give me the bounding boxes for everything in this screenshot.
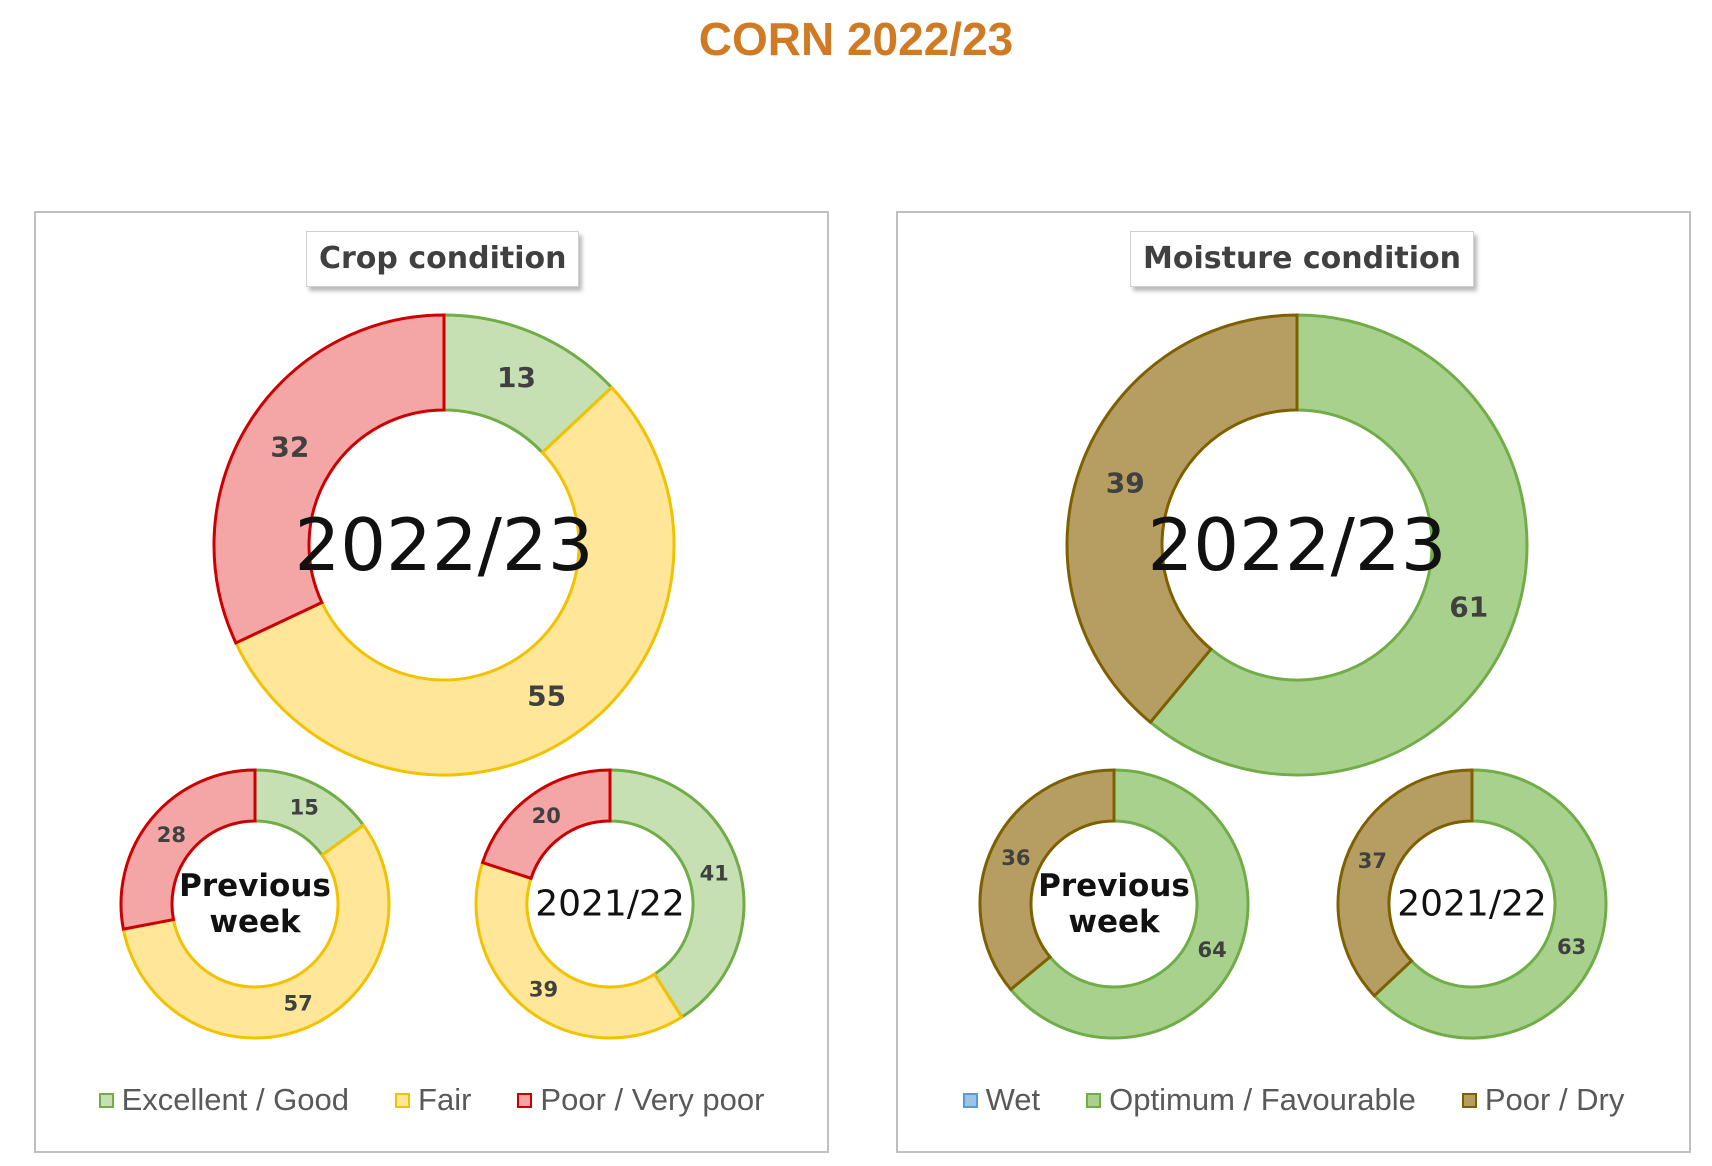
main-title: CORN 2022/23 bbox=[698, 13, 1014, 65]
donut-center-label-2021-22: 2021/22 bbox=[1397, 884, 1547, 925]
legend-item-optimum-favourable: Optimum / Favourable bbox=[1086, 1082, 1416, 1118]
moisture-condition-title: Moisture condition bbox=[1130, 231, 1474, 287]
moisture-condition-panel: -61392022/23-6436Previousweek-63372021/2… bbox=[896, 211, 1691, 1153]
moisture-condition-chart: -61392022/23-6436Previousweek-63372021/2… bbox=[978, 313, 1608, 1040]
donut-slice-2022-23-poor-dry bbox=[1065, 313, 1299, 725]
donut-label-2022-23-optimum-favourable: 61 bbox=[1449, 590, 1488, 623]
legend-swatch-fair bbox=[395, 1092, 411, 1108]
crop-condition-legend: Excellent / Good Fair Poor / Very poor bbox=[36, 1082, 827, 1118]
donut-slice-previous-week-poor-very-poor bbox=[119, 768, 257, 931]
donut-label-2022-23-excellent-good: 13 bbox=[497, 361, 536, 394]
donut-center-label-2022-23: 2022/23 bbox=[1147, 503, 1446, 587]
legend-label: Fair bbox=[418, 1082, 472, 1117]
donut-slice-2022-23-poor-very-poor bbox=[212, 313, 446, 645]
donut-slice-previous-week-optimum-favourable bbox=[1008, 768, 1250, 1040]
legend-item-poor-very-poor: Poor / Very poor bbox=[517, 1082, 764, 1118]
crop-condition-chart: 13 55 32 2022/23 15 57 28 Previous week 41 39 20 202… bbox=[119, 313, 746, 1040]
legend-label: Poor / Very poor bbox=[540, 1082, 765, 1117]
legend-swatch-poor-dry bbox=[1461, 1092, 1477, 1108]
donut-slice-2021-22-poor-very-poor bbox=[480, 768, 612, 881]
donut-label-previous-week-optimum-favourable: 64 bbox=[1198, 938, 1227, 962]
legend-swatch-wet bbox=[962, 1092, 978, 1108]
legend-label: Poor / Dry bbox=[1484, 1082, 1625, 1117]
donut-label-previous-week-fair: 57 bbox=[283, 992, 312, 1016]
legend-item-fair: Fair bbox=[395, 1082, 471, 1118]
donut-slice-previous-week-fair bbox=[121, 823, 391, 1040]
donut-label-2022-23-poor-dry: 39 bbox=[1106, 467, 1145, 500]
legend-swatch-poor-very-poor bbox=[517, 1092, 533, 1108]
donut-label-2021-22-optimum-favourable: 63 bbox=[1557, 935, 1586, 959]
legend-label: Optimum / Favourable bbox=[1109, 1082, 1416, 1117]
donut-slice-2021-22-fair bbox=[474, 860, 684, 1040]
donut-label-previous-week-excellent-good: 15 bbox=[290, 795, 319, 819]
donut-label-previous-week-poor-very-poor: 28 bbox=[157, 823, 186, 847]
legend-item-excellent-good: Excellent / Good bbox=[98, 1082, 350, 1118]
crop-condition-title: Crop condition bbox=[306, 231, 580, 287]
legend-label: Wet bbox=[985, 1082, 1041, 1117]
donut-label-2022-23-poor-very-poor: 32 bbox=[270, 431, 309, 464]
donut-slice-previous-week-poor-dry bbox=[978, 768, 1116, 992]
donut-slice-2021-22-optimum-favourable bbox=[1372, 768, 1608, 1040]
legend-swatch-excellent-good bbox=[98, 1092, 114, 1108]
donut-label-2021-22-poor-dry: 37 bbox=[1358, 849, 1387, 873]
donut-label-2021-22-excellent-good: 41 bbox=[700, 862, 729, 886]
donut-center-label-2022-23: 2022/23 bbox=[294, 503, 593, 587]
donut-center-label-previous-week: Previous week bbox=[179, 868, 331, 940]
donut-slice-2022-23-fair bbox=[233, 385, 676, 777]
legend-item-wet: Wet bbox=[962, 1082, 1041, 1118]
donut-label-2021-22-fair: 39 bbox=[529, 978, 558, 1002]
legend-label: Excellent / Good bbox=[121, 1082, 350, 1117]
donut-label-2021-22-poor-very-poor: 20 bbox=[532, 804, 561, 828]
legend-item-poor-dry: Poor / Dry bbox=[1461, 1082, 1625, 1118]
donut-center-label-previous-week: Previous week bbox=[1038, 868, 1190, 940]
donut-center-label-2021-22: 2021/22 bbox=[535, 884, 685, 925]
legend-swatch-optimum-favourable bbox=[1086, 1092, 1102, 1108]
donut-slice-2021-22-poor-dry bbox=[1336, 768, 1474, 998]
crop-condition-panel: 13 55 32 2022/23 15 57 28 Previous week 41 39 20 202… bbox=[34, 211, 829, 1153]
donut-label-previous-week-poor-dry: 36 bbox=[1001, 846, 1030, 870]
donut-slice-2021-22-excellent-good bbox=[608, 768, 746, 1020]
donut-label-2022-23-fair: 55 bbox=[527, 679, 566, 712]
donut-slice-2022-23-optimum-favourable bbox=[1148, 313, 1529, 777]
moisture-condition-legend: Wet Optimum / Favourable Poor / Dry bbox=[898, 1082, 1689, 1118]
